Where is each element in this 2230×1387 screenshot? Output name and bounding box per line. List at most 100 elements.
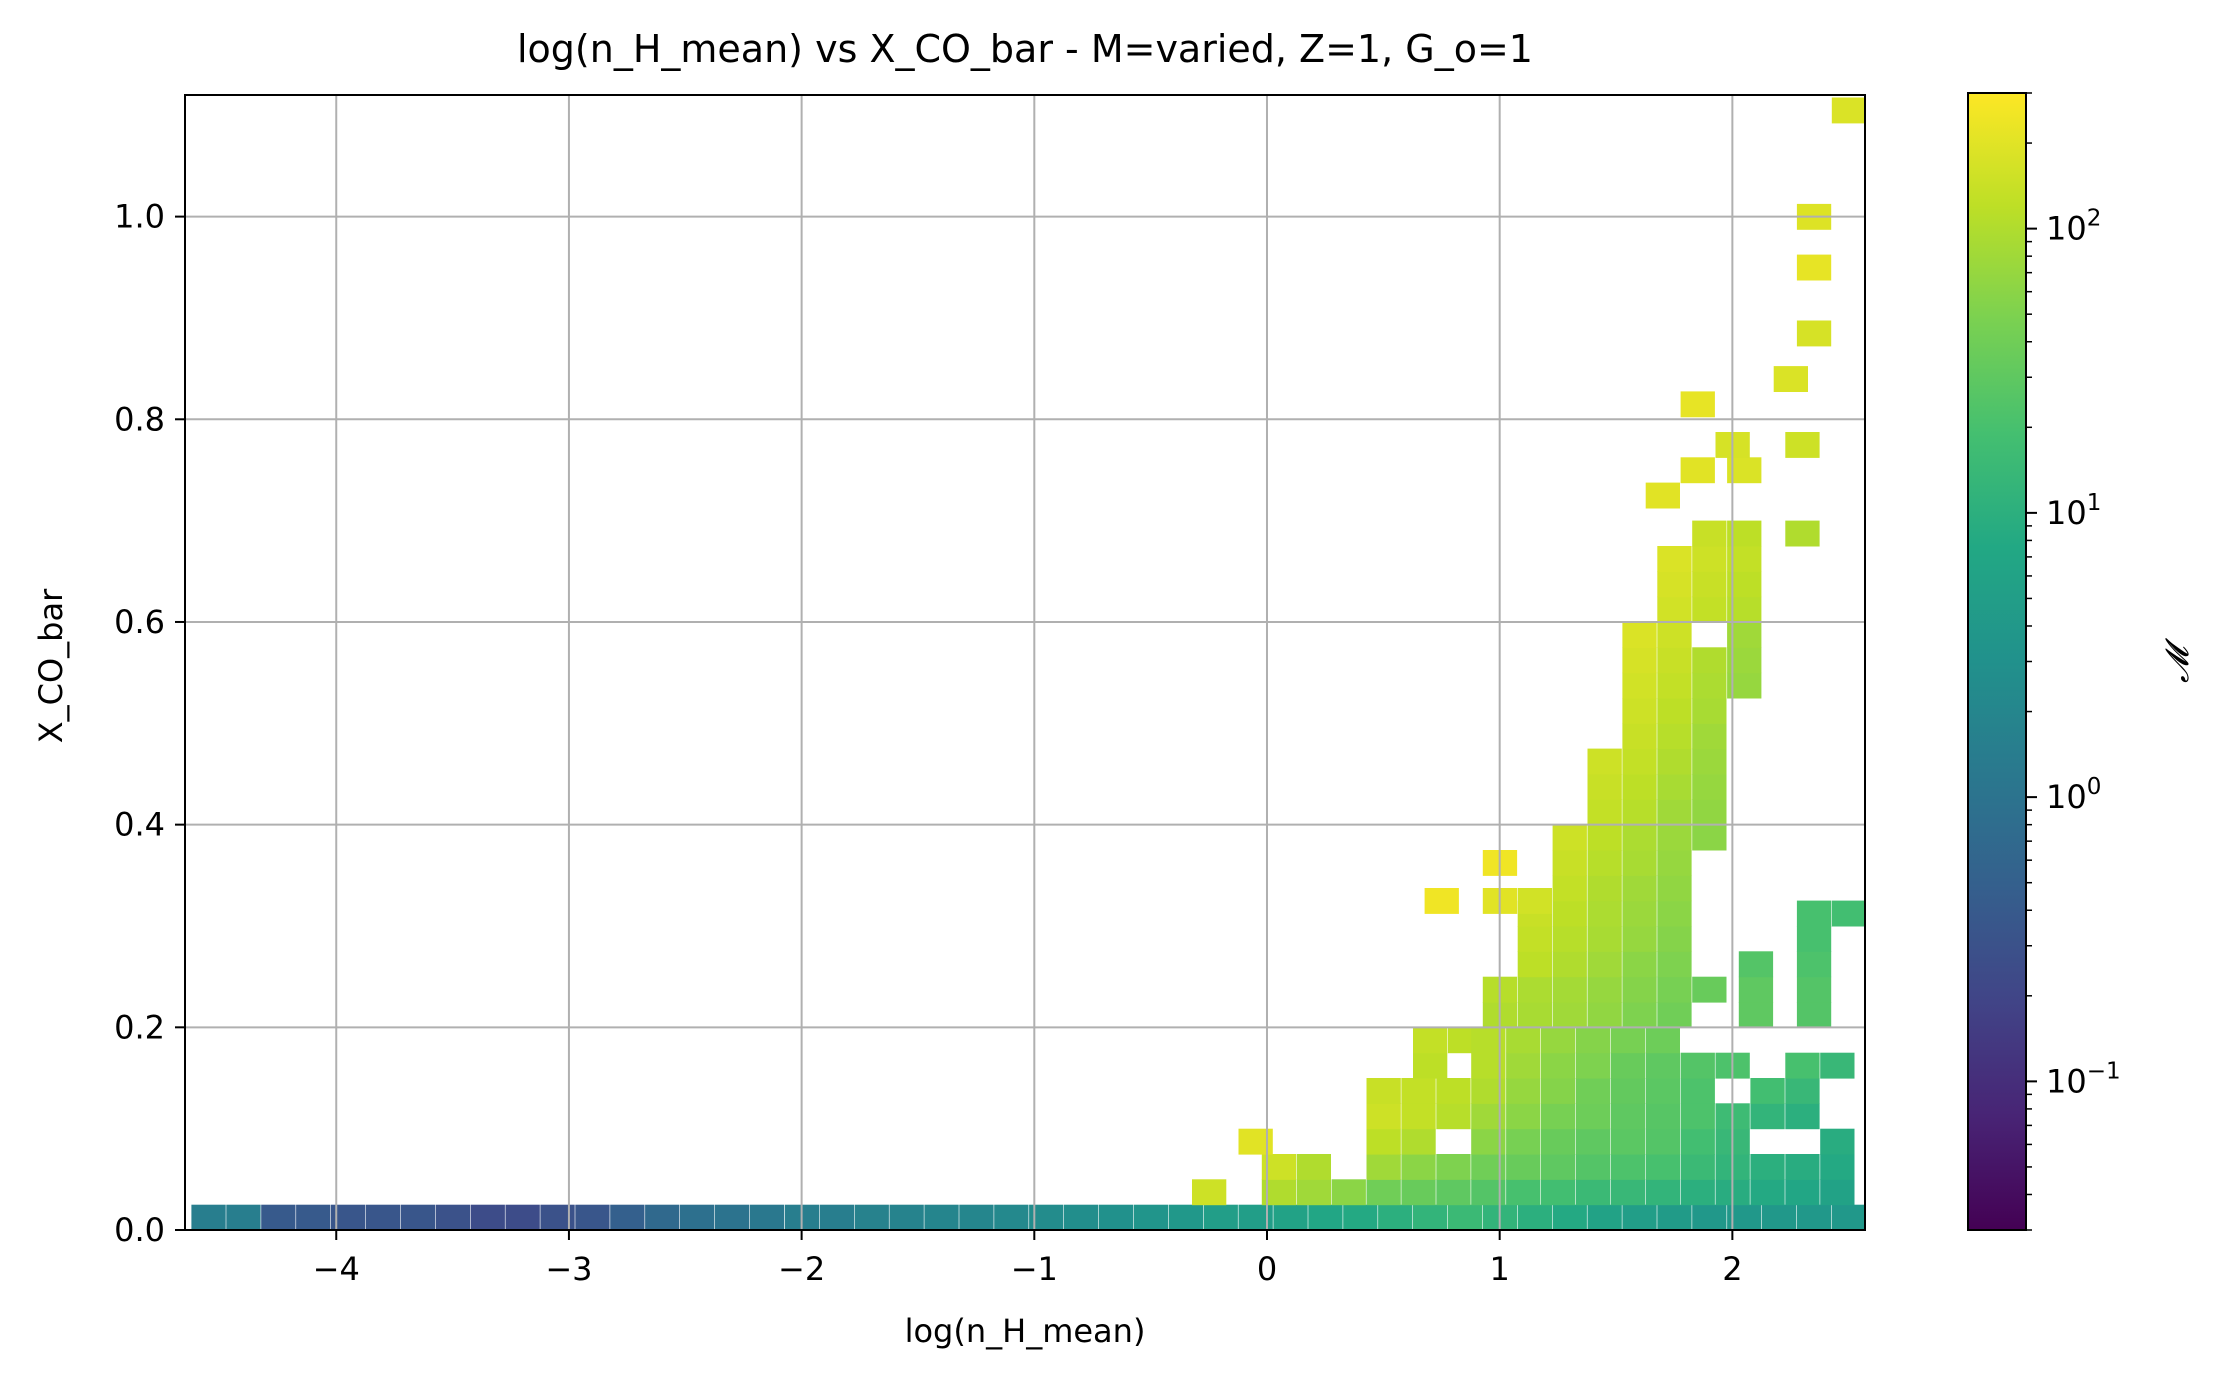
x-axis-label: log(n_H_mean) [905, 1312, 1146, 1350]
heatmap-cell [1622, 723, 1657, 750]
y-tick-label: 0.2 [114, 1008, 165, 1046]
heatmap-cell [1796, 320, 1832, 347]
heatmap-cell [1645, 1078, 1680, 1104]
heatmap-cell [1296, 1179, 1331, 1206]
heatmap-cell [1575, 1078, 1611, 1104]
heatmap-cell [1645, 1052, 1680, 1079]
heatmap-cell [1506, 1128, 1541, 1155]
heatmap-cell [1657, 622, 1692, 648]
heatmap-cell [1622, 1002, 1657, 1028]
heatmap-cell [1622, 850, 1657, 876]
heatmap-cell [1657, 748, 1692, 775]
heatmap-cell [1552, 900, 1587, 927]
heatmap-cell [1552, 875, 1587, 902]
heatmap-cell [1366, 1078, 1401, 1104]
heatmap-cell [1622, 1204, 1657, 1231]
heatmap-cell [1610, 1078, 1646, 1104]
heatmap-cell [1424, 888, 1459, 914]
heatmap-cell [1552, 1002, 1587, 1028]
heatmap-cell [1587, 926, 1622, 952]
heatmap-cell [1692, 546, 1727, 572]
heatmap-cell [1203, 1204, 1238, 1231]
heatmap-cell [1575, 1128, 1611, 1155]
heatmap-cell [1622, 824, 1657, 851]
heatmap-cell [1517, 951, 1552, 978]
heatmap-cell [1622, 875, 1657, 902]
heatmap-cell [1447, 1204, 1483, 1231]
colorbar-tick-label: 100 [2046, 774, 2101, 816]
heatmap-cell [1820, 1154, 1855, 1180]
heatmap-cell [1541, 1052, 1576, 1079]
heatmap-cell [1692, 672, 1727, 699]
heatmap-cell [1692, 976, 1727, 1003]
heatmap-cell [1401, 1179, 1436, 1206]
x-tick-label: −4 [313, 1250, 360, 1288]
heatmap-cell [1192, 1179, 1227, 1206]
heatmap-cell [1587, 774, 1622, 800]
heatmap-cell [680, 1204, 715, 1231]
heatmap-cell [1657, 1204, 1692, 1231]
heatmap-cell [1436, 1179, 1471, 1206]
heatmap-cell [1622, 698, 1657, 724]
heatmap-cell [1692, 647, 1727, 674]
heatmap-cell [1692, 748, 1727, 775]
heatmap-cell [1622, 748, 1657, 775]
heatmap-cell [1541, 1027, 1576, 1054]
heatmap-cell [645, 1204, 680, 1231]
heatmap-cell [1785, 1154, 1820, 1180]
heatmap-cell [1541, 1128, 1576, 1155]
heatmap-cell [1436, 1154, 1471, 1180]
heatmap-cell [1622, 774, 1657, 800]
heatmap-cell [1343, 1204, 1378, 1231]
plot-frame [184, 94, 1866, 1231]
heatmap-cell [1308, 1204, 1343, 1231]
colorbar-tick-label: 101 [2046, 490, 2101, 532]
heatmap-cell [1657, 850, 1692, 876]
heatmap-cell [1436, 1103, 1471, 1130]
heatmap-cell [1378, 1204, 1413, 1231]
heatmap-cell [1680, 1179, 1715, 1206]
heatmap-cell [1517, 926, 1552, 952]
heatmap-cell [1506, 1179, 1541, 1206]
heatmap-cell [1820, 1179, 1855, 1206]
heatmap-cell [1762, 1204, 1797, 1231]
heatmap-cell [819, 1204, 854, 1231]
heatmap-cell [1645, 482, 1680, 509]
heatmap-cell [1622, 799, 1657, 826]
heatmap-cell [1657, 1002, 1692, 1028]
heatmap-cell [1645, 1103, 1680, 1130]
heatmap-cell [1401, 1128, 1436, 1155]
y-tick-label: 0.6 [114, 603, 165, 641]
heatmap-cell [1622, 926, 1657, 952]
heatmap-cell [1610, 1154, 1646, 1180]
heatmap-cell [1506, 1078, 1541, 1104]
heatmap-cell [1552, 926, 1587, 952]
heatmap-cell [1750, 1179, 1785, 1206]
y-axis-ticks: 0.0 0.2 0.4 0.6 0.8 1.0 [114, 198, 185, 1249]
x-tick-label: −3 [545, 1250, 592, 1288]
chart-title: log(n_H_mean) vs X_CO_bar - M=varied, Z=… [517, 27, 1533, 71]
heatmap-cell [1517, 1002, 1552, 1028]
heatmap-cell [1820, 1128, 1855, 1155]
heatmap-cell [1738, 951, 1774, 978]
heatmap-cell [1785, 432, 1820, 458]
heatmap-cell [1796, 926, 1832, 952]
heatmap-cell [575, 1204, 610, 1231]
heatmap-cell [1506, 1027, 1541, 1054]
heatmap-cell [1622, 622, 1657, 648]
heatmap-cell [1692, 824, 1727, 851]
heatmap-cell [1645, 1128, 1680, 1155]
colorbar-ticks: 10−1 100 101 102 [2026, 92, 2121, 1231]
heatmap-cell [994, 1204, 1029, 1231]
heatmap-cell [1657, 596, 1692, 623]
heatmap-cell [1517, 888, 1552, 914]
heatmap-cell [1738, 1002, 1774, 1028]
heatmap-cell [1273, 1204, 1308, 1231]
heatmap-cell [1692, 774, 1727, 800]
heatmap-cell [1657, 571, 1692, 598]
heatmap-cell [959, 1204, 994, 1231]
heatmap-cell [1831, 1204, 1866, 1231]
heatmap-cell [1750, 1103, 1785, 1130]
heatmap-cell [1098, 1204, 1134, 1231]
